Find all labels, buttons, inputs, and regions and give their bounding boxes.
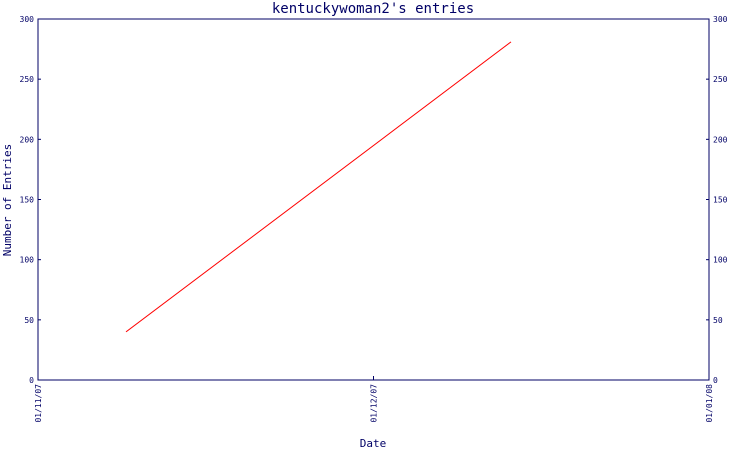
series-group	[125, 41, 512, 333]
y-ticks-left: 0 50 100 150 200 250 300	[20, 15, 41, 385]
x-axis-label: Date	[360, 437, 387, 450]
chart-title: kentuckywoman2's entries	[272, 1, 474, 17]
y-ticks-right: 0 50 100 150 200 250 300	[706, 15, 728, 385]
x-tick-label: 01/11/07	[34, 384, 43, 423]
y-tick-label-right: 200	[713, 135, 728, 144]
y-tick-label-right: 0	[713, 376, 718, 385]
y-tick-label-left: 50	[24, 316, 34, 325]
y-tick-label-right: 250	[713, 75, 728, 84]
plot-frame	[37, 18, 710, 381]
y-tick-label-left: 100	[20, 256, 35, 265]
x-tick-label: 01/01/08	[705, 384, 714, 423]
y-tick-label-left: 300	[20, 15, 35, 24]
x-ticks: 01/11/07 01/12/07 01/01/08	[34, 376, 714, 423]
series-line	[125, 41, 512, 333]
x-tick-label: 01/12/07	[370, 384, 379, 423]
y-tick-label-right: 50	[713, 316, 723, 325]
y-tick-label-left: 150	[20, 196, 35, 205]
y-tick-label-left: 250	[20, 75, 35, 84]
y-tick-label-right: 100	[713, 256, 728, 265]
y-tick-label-left: 0	[29, 376, 34, 385]
y-tick-label-right: 150	[713, 196, 728, 205]
y-axis-label: Number of Entries	[1, 144, 14, 257]
y-tick-label-right: 300	[713, 15, 728, 24]
y-tick-label-left: 200	[20, 135, 35, 144]
